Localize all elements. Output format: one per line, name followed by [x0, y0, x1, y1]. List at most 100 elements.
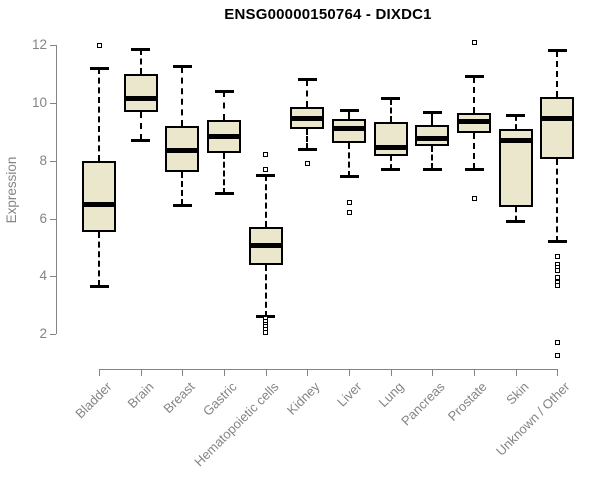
y-tick-label-10: 10	[31, 94, 47, 110]
median-gastric	[207, 133, 241, 139]
box-brain	[123, 73, 158, 112]
whisker-cap-upper-brain	[131, 47, 151, 51]
x-axis-tick	[140, 368, 142, 376]
whisker-cap-lower-breast	[172, 204, 192, 207]
whisker-lower-kidney	[306, 128, 309, 150]
box-pancreas	[415, 124, 450, 147]
whisker-cap-upper-kidney	[297, 78, 317, 82]
box-unknown-other	[540, 97, 575, 160]
whisker-upper-breast	[181, 66, 184, 126]
outlier-liver	[346, 200, 352, 206]
whisker-lower-pancreas	[431, 146, 434, 170]
x-axis-line	[98, 368, 558, 370]
median-brain	[123, 96, 158, 101]
whisker-cap-lower-kidney	[297, 147, 317, 151]
median-prostate	[457, 119, 492, 125]
whisker-upper-bladder	[98, 68, 100, 161]
whisker-cap-upper-lung	[381, 97, 401, 100]
median-skin	[498, 137, 533, 143]
whisker-lower-unknown-other	[556, 159, 559, 242]
whisker-cap-upper-unknown-other	[547, 49, 567, 53]
median-bladder	[82, 201, 116, 207]
whisker-cap-upper-skin	[506, 114, 526, 118]
whisker-lower-hematopoietic-cells	[264, 264, 267, 317]
y-axis-tick	[50, 160, 56, 162]
y-tick-label-4: 4	[39, 268, 47, 284]
y-axis-tick	[50, 102, 56, 104]
x-axis-tick	[349, 368, 351, 376]
whisker-upper-kidney	[306, 79, 309, 108]
whisker-lower-bladder	[98, 231, 100, 287]
whisker-lower-lung	[389, 156, 392, 170]
outlier-unknown-other	[554, 268, 560, 274]
outlier-prostate	[471, 195, 477, 201]
whisker-lower-gastric	[223, 153, 225, 194]
whisker-cap-lower-bladder	[89, 284, 109, 288]
whisker-upper-skin	[514, 115, 517, 129]
x-axis-tick	[307, 368, 309, 376]
whisker-lower-liver	[348, 143, 351, 177]
outlier-liver	[346, 210, 352, 216]
x-axis-tick	[182, 368, 184, 376]
outlier-unknown-other	[554, 282, 560, 288]
whisker-upper-gastric	[223, 91, 225, 121]
median-breast	[165, 148, 200, 154]
median-pancreas	[415, 136, 450, 142]
chart-title: ENSG00000150764 - DIXDC1	[224, 6, 432, 23]
y-tick-label-8: 8	[39, 152, 47, 168]
whisker-upper-brain	[139, 49, 142, 74]
whisker-cap-lower-gastric	[214, 192, 234, 196]
whisker-cap-lower-liver	[339, 175, 359, 179]
whisker-lower-breast	[181, 172, 184, 206]
median-lung	[373, 145, 408, 151]
whisker-upper-liver	[348, 110, 351, 119]
outlier-unknown-other	[554, 353, 560, 359]
x-axis-tick	[515, 368, 517, 376]
whisker-cap-lower-brain	[131, 138, 151, 142]
outlier-bladder	[96, 42, 102, 48]
y-axis-line	[56, 45, 57, 335]
whisker-cap-lower-unknown-other	[547, 240, 567, 244]
whisker-cap-lower-lung	[381, 167, 401, 171]
x-axis-tick	[265, 368, 267, 376]
whisker-lower-prostate	[473, 133, 476, 170]
outlier-unknown-other	[554, 253, 560, 259]
whisker-cap-upper-liver	[339, 108, 359, 112]
outlier-hematopoietic-cells	[263, 330, 269, 336]
x-axis-tick	[557, 368, 559, 376]
whisker-lower-skin	[514, 206, 517, 222]
whisker-upper-prostate	[473, 76, 476, 113]
whisker-cap-upper-hematopoietic-cells	[256, 173, 276, 177]
whisker-upper-unknown-other	[556, 50, 559, 98]
whisker-cap-upper-prostate	[464, 75, 484, 79]
whisker-cap-upper-bladder	[89, 66, 109, 70]
whisker-cap-lower-prostate	[464, 167, 484, 171]
outlier-hematopoietic-cells	[263, 152, 269, 158]
y-tick-label-2: 2	[39, 326, 47, 342]
outlier-unknown-other	[554, 340, 560, 346]
x-axis-tick	[432, 368, 434, 376]
median-unknown-other	[540, 116, 575, 122]
whisker-upper-lung	[389, 98, 392, 122]
box-lung	[373, 121, 408, 157]
whisker-lower-brain	[139, 111, 142, 141]
x-axis-tick	[224, 368, 225, 376]
x-axis-tick	[390, 368, 392, 376]
whisker-cap-upper-breast	[172, 65, 192, 69]
y-axis-tick	[50, 218, 56, 220]
y-tick-label-6: 6	[39, 210, 47, 226]
whisker-cap-upper-pancreas	[422, 111, 442, 115]
outlier-hematopoietic-cells	[263, 166, 269, 172]
whisker-upper-pancreas	[431, 112, 434, 125]
whisker-cap-lower-pancreas	[422, 167, 442, 171]
median-kidney	[290, 116, 325, 122]
median-hematopoietic-cells	[248, 243, 283, 249]
y-axis-tick	[50, 334, 56, 336]
y-axis-tick	[50, 276, 56, 278]
y-tick-label-12: 12	[31, 37, 47, 52]
outlier-prostate	[471, 39, 477, 45]
box-bladder	[82, 160, 116, 232]
outlier-kidney	[304, 161, 310, 167]
